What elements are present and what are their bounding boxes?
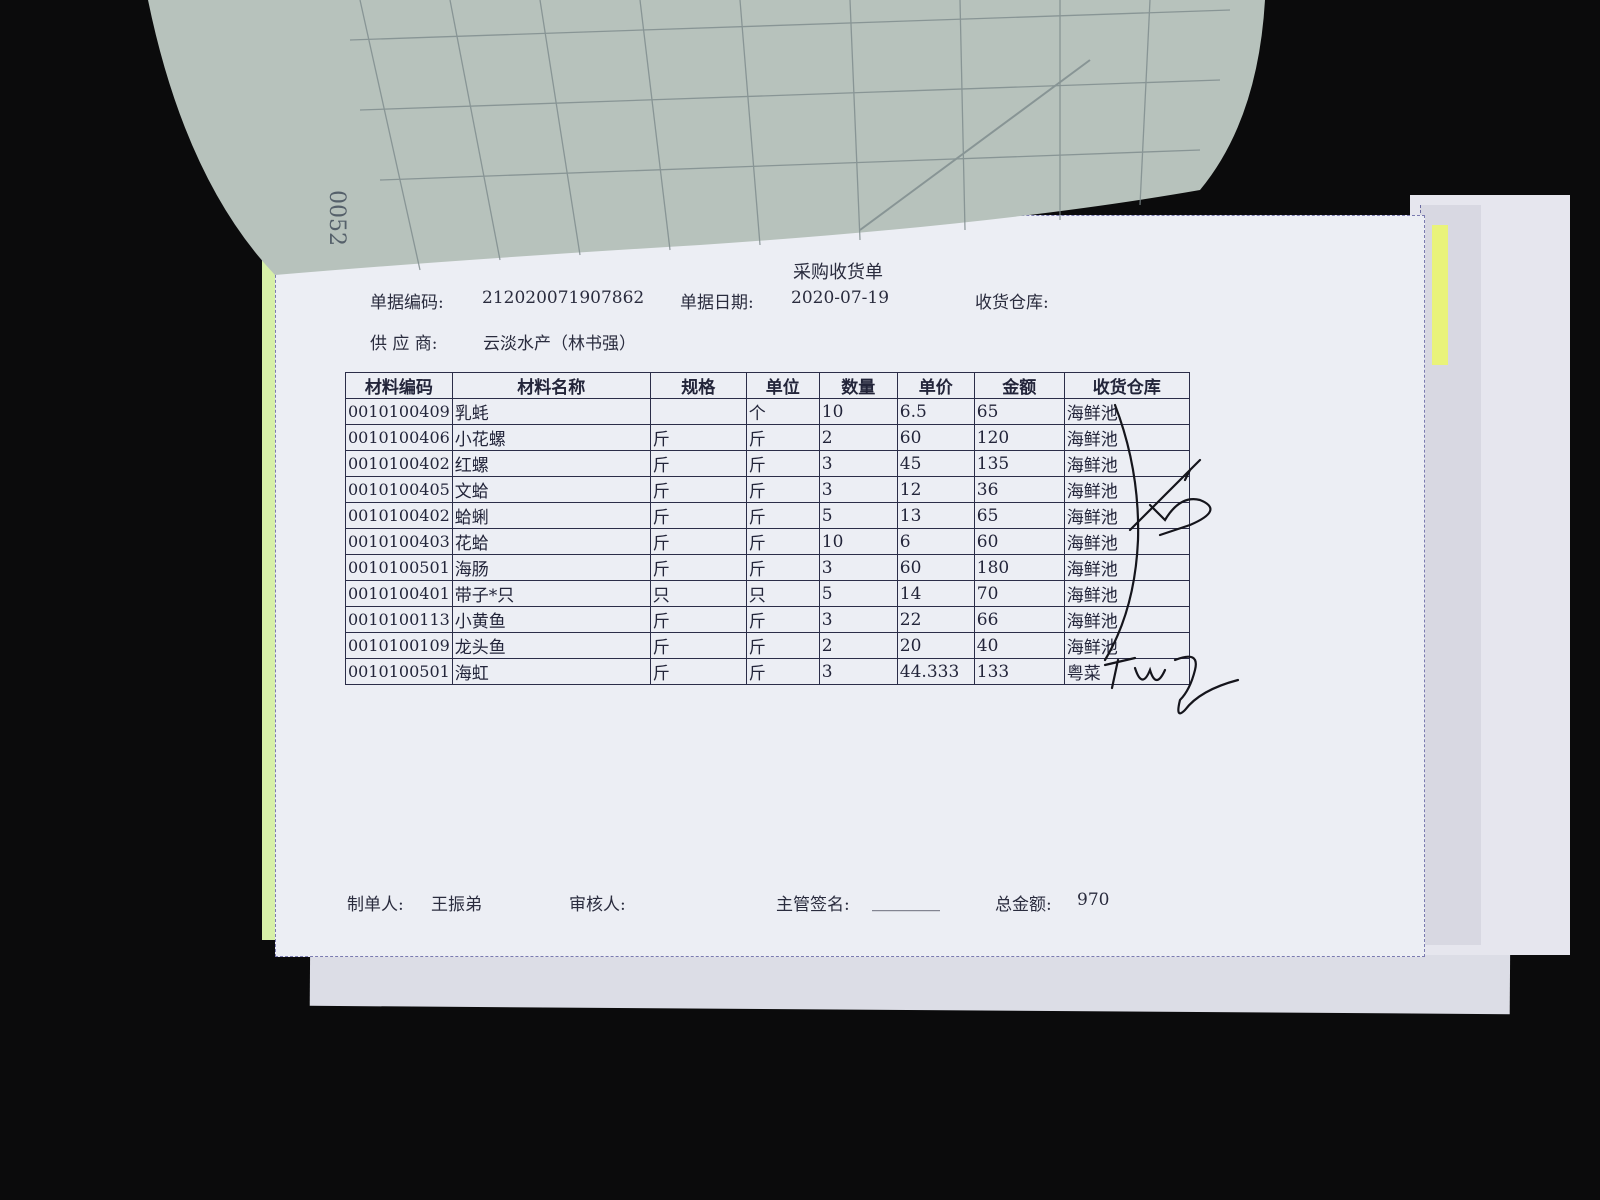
- table-cell: 乳蚝: [451, 398, 651, 425]
- table-cell: 斤: [745, 658, 820, 685]
- total-label: 总金额:: [995, 895, 1052, 915]
- column-header: 收货仓库: [1063, 372, 1190, 399]
- table-cell: 20: [896, 632, 975, 659]
- table-cell: 66: [973, 606, 1065, 633]
- table-cell: 龙头鱼: [451, 632, 651, 659]
- table-cell: 斤: [745, 606, 820, 633]
- doc-no-value: 212020071907862: [482, 288, 645, 308]
- table-cell: 斤: [745, 424, 820, 451]
- table-cell: 133: [973, 658, 1065, 685]
- table-cell: 10: [818, 398, 898, 425]
- yellow-sticky-tab: [1432, 225, 1448, 365]
- table-cell: 2: [818, 632, 898, 659]
- table-cell: 65: [973, 502, 1065, 529]
- table-cell: 海鲜池: [1063, 580, 1190, 607]
- table-cell: 180: [973, 554, 1065, 581]
- table-cell: 个: [745, 398, 820, 425]
- table-cell: 60: [896, 424, 975, 451]
- table-cell: 斤: [649, 502, 747, 529]
- table-row: 0010100109 龙头鱼斤斤 2 20 40 海鲜池: [345, 632, 1190, 659]
- table-row: 0010100406 小花螺斤斤 2 60 120 海鲜池: [345, 424, 1190, 451]
- total-value: 970: [1077, 890, 1110, 910]
- supplier-value: 云淡水产（林书强）: [483, 334, 636, 354]
- table-cell: 斤: [649, 450, 747, 477]
- table-cell: 红螺: [451, 450, 651, 477]
- table-cell: 海鲜池: [1063, 554, 1190, 581]
- table-cell: 14: [896, 580, 975, 607]
- table-cell: 斤: [649, 632, 747, 659]
- stamp-number: 0052: [324, 190, 349, 246]
- table-header-row: 材料编码 材料名称 规格 单位 数量 单价 金额 收货仓库: [345, 372, 1190, 399]
- column-header: 单位: [745, 372, 820, 399]
- table-cell: 135: [973, 450, 1065, 477]
- table-cell: 海鲜池: [1063, 450, 1190, 477]
- table-cell: 0010100403: [345, 528, 453, 555]
- table-row: 0010100402 红螺斤斤 3 45 135 海鲜池: [345, 450, 1190, 477]
- table-row: 0010100113 小黄鱼斤斤 3 22 66 海鲜池: [345, 606, 1190, 633]
- table-cell: 60: [896, 554, 975, 581]
- table-cell: 3: [818, 658, 898, 685]
- table-cell: 只: [649, 580, 747, 607]
- warehouse-label: 收货仓库:: [975, 293, 1049, 313]
- column-header: 材料名称: [451, 372, 651, 399]
- table-cell: 0010100113: [345, 606, 453, 633]
- supplier-label: 供 应 商:: [370, 334, 438, 354]
- table-cell: 海鲜池: [1063, 398, 1190, 425]
- table-row: 0010100501 海虹斤斤 3 44.333 133 粤菜: [345, 658, 1190, 685]
- table-cell: 海虹: [451, 658, 651, 685]
- table-row: 0010100409 乳蚝个 10 6.5 65 海鲜池: [345, 398, 1190, 425]
- supervisor-signature-line: ________: [872, 892, 940, 912]
- table-cell: 0010100402: [345, 502, 453, 529]
- signature-lower: [1103, 655, 1240, 715]
- table-cell: [649, 398, 747, 425]
- curled-top-page: 0052: [148, 0, 1265, 275]
- table-row: 0010100401 带子*只只只 5 14 70 海鲜池: [345, 580, 1190, 607]
- date-label: 单据日期:: [680, 293, 754, 313]
- table-cell: 5: [818, 580, 898, 607]
- table-cell: 44.333: [896, 658, 975, 685]
- table-cell: 海鲜池: [1063, 476, 1190, 503]
- table-cell: 花蛤: [451, 528, 651, 555]
- table-cell: 0010100405: [345, 476, 453, 503]
- table-cell: 斤: [649, 528, 747, 555]
- items-table: 材料编码 材料名称 规格 单位 数量 单价 金额 收货仓库 0010100409 乳蚝个 10 6.…: [345, 372, 1190, 685]
- table-body: 0010100409 乳蚝个 10 6.5 65 海鲜池 0010100406 小花螺斤斤 2 6…: [345, 398, 1190, 685]
- maker-value: 王振弟: [431, 895, 482, 915]
- table-cell: 斤: [745, 476, 820, 503]
- table-cell: 小花螺: [451, 424, 651, 451]
- paper-stack-edge: [1420, 205, 1481, 945]
- table-cell: 120: [973, 424, 1065, 451]
- table-cell: 3: [818, 476, 898, 503]
- column-header: 规格: [649, 372, 747, 399]
- table-cell: 60: [973, 528, 1065, 555]
- table-cell: 0010100406: [345, 424, 453, 451]
- table-cell: 斤: [649, 658, 747, 685]
- bracket-mark: [1103, 403, 1140, 662]
- table-cell: 6: [896, 528, 975, 555]
- table-cell: 3: [818, 450, 898, 477]
- table-row: 0010100405 文蛤斤斤 3 12 36 海鲜池: [345, 476, 1190, 503]
- supervisor-label: 主管签名:: [776, 895, 850, 915]
- table-cell: 粤菜: [1063, 658, 1190, 685]
- table-row: 0010100403 花蛤斤斤 10 6 60 海鲜池: [345, 528, 1190, 555]
- table-cell: 斤: [649, 606, 747, 633]
- table-cell: 斤: [745, 632, 820, 659]
- table-cell: 12: [896, 476, 975, 503]
- table-cell: 10: [818, 528, 898, 555]
- table-cell: 0010100501: [345, 554, 453, 581]
- date-value: 2020-07-19: [791, 288, 890, 308]
- table-cell: 斤: [649, 424, 747, 451]
- maker-label: 制单人:: [347, 895, 404, 915]
- table-cell: 13: [896, 502, 975, 529]
- table-cell: 0010100402: [345, 450, 453, 477]
- reviewer-label: 审核人:: [569, 895, 626, 915]
- table-cell: 36: [973, 476, 1065, 503]
- table-cell: 带子*只: [451, 580, 651, 607]
- table-cell: 0010100401: [345, 580, 453, 607]
- signature-upper: [1128, 458, 1212, 537]
- doc-no-label: 单据编码:: [370, 293, 444, 313]
- document-title: 采购收货单: [793, 262, 883, 283]
